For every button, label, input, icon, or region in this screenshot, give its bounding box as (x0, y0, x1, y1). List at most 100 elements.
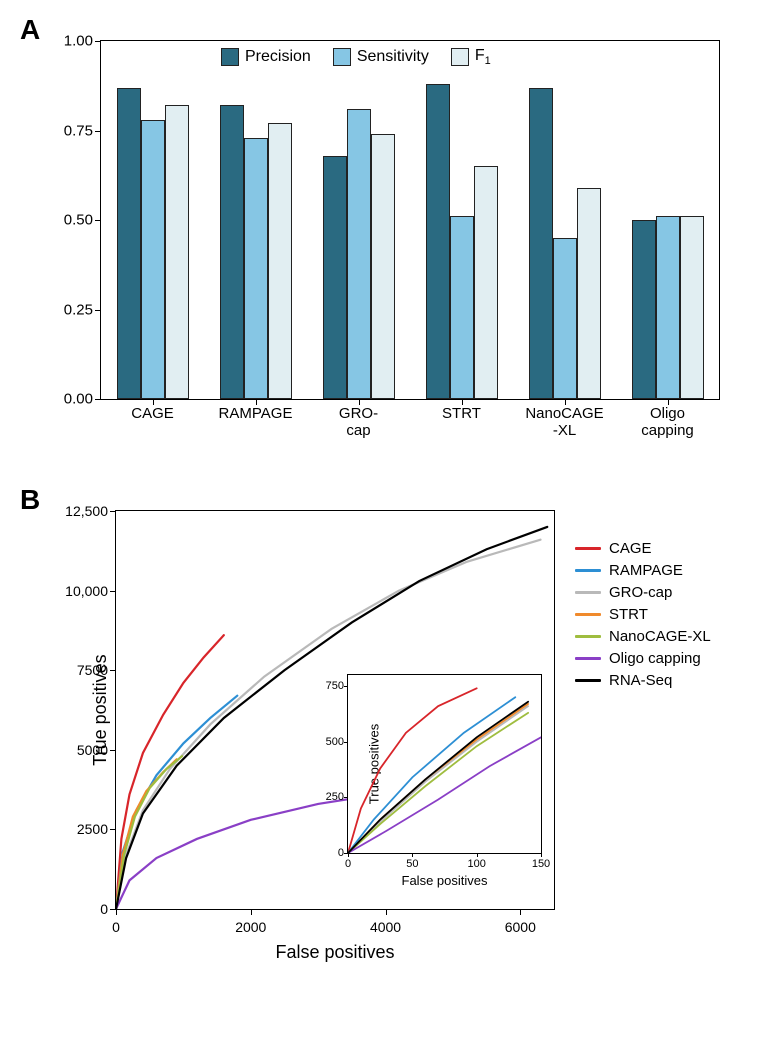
bar (117, 88, 141, 399)
series-line (348, 713, 528, 853)
legend-line (575, 635, 601, 638)
panel-a-chart: Precision Sensitivity F1 CAGERAMPAGEGRO-ca… (100, 40, 720, 400)
panel-b-label: B (20, 484, 40, 516)
panel-b-ytick: 12,500 (65, 503, 116, 519)
legend-swatch (221, 48, 239, 66)
figure: A PrecisionSensitivityF1 CAGERAMPAGEGRO-… (20, 20, 747, 990)
panel-a: A PrecisionSensitivityF1 CAGERAMPAGEGRO-… (20, 20, 747, 460)
panel-a-xtick (153, 399, 154, 405)
legend-label: Sensitivity (357, 48, 429, 66)
panel-a-ytickmark (95, 399, 101, 400)
inset-xtickmark (412, 853, 413, 857)
bar-group: Oligo capping (616, 41, 719, 399)
panel-a-xtick (462, 399, 463, 405)
legend-item: RNA-Seq (575, 672, 711, 689)
legend-line (575, 569, 601, 572)
panel-a-xtick (565, 399, 566, 405)
legend-item: Precision (221, 48, 311, 66)
panel-a-ytickmark (95, 220, 101, 221)
panel-b-legend: CAGE RAMPAGE GRO-cap STRT NanoCAGE-XL Oligo c… (575, 540, 711, 694)
legend-item: GRO-cap (575, 584, 711, 601)
panel-b-xtickmark (520, 909, 521, 915)
panel-b-ytickmark (110, 591, 116, 592)
legend-item: STRT (575, 606, 711, 623)
inset-xtickmark (348, 853, 349, 857)
bar-group: RAMPAGE (204, 41, 307, 399)
bar (165, 105, 189, 399)
panel-a-legend: Precision Sensitivity F1 (221, 47, 491, 67)
bar (450, 216, 474, 399)
legend-item: Sensitivity (333, 48, 429, 66)
bar (220, 105, 244, 399)
series-line (116, 635, 224, 909)
bar (656, 216, 680, 399)
inset-ytickmark (344, 686, 348, 687)
legend-line (575, 591, 601, 594)
panel-b-xtickmark (251, 909, 252, 915)
panel-b-xtickmark (116, 909, 117, 915)
legend-item: NanoCAGE-XL (575, 628, 711, 645)
bar-group: STRT (410, 41, 513, 399)
bar-group: NanoCAGE -XL (513, 41, 616, 399)
bar (553, 238, 577, 399)
legend-label: CAGE (609, 540, 652, 557)
inset-ytickmark (344, 797, 348, 798)
bar (426, 84, 450, 399)
legend-swatch (333, 48, 351, 66)
legend-label: Oligo capping (609, 650, 701, 667)
inset-svg (348, 675, 541, 853)
bar (474, 166, 498, 399)
legend-label: Precision (245, 48, 311, 66)
legend-line (575, 657, 601, 660)
legend-item: RAMPAGE (575, 562, 711, 579)
panel-a-xtick (256, 399, 257, 405)
legend-item: Oligo capping (575, 650, 711, 667)
panel-b-ytickmark (110, 829, 116, 830)
bar (268, 123, 292, 399)
panel-a-xtick (668, 399, 669, 405)
bar (577, 188, 601, 399)
bar (632, 220, 656, 399)
bar (244, 138, 268, 399)
bar (347, 109, 371, 399)
inset-xtickmark (477, 853, 478, 857)
panel-a-label: A (20, 14, 40, 46)
panel-a-ytickmark (95, 131, 101, 132)
panel-b-chart: True positives False positives 025050075… (115, 510, 555, 910)
panel-a-ytickmark (95, 310, 101, 311)
bar (141, 120, 165, 399)
inset-xtickmark (541, 853, 542, 857)
bar (529, 88, 553, 399)
panel-b-ytickmark (110, 511, 116, 512)
bar-group: CAGE (101, 41, 204, 399)
panel-b-xlabel: False positives (275, 910, 394, 963)
panel-a-xcat: NanoCAGE -XL (525, 399, 603, 440)
series-line (116, 759, 177, 909)
panel-a-ytickmark (95, 41, 101, 42)
legend-label: F1 (475, 47, 491, 67)
legend-label: GRO-cap (609, 584, 672, 601)
legend-label: RNA-Seq (609, 672, 672, 689)
panel-a-xcat: GRO-cap (333, 399, 385, 440)
panel-a-xtick (359, 399, 360, 405)
legend-line (575, 613, 601, 616)
legend-swatch (451, 48, 469, 66)
bar (323, 156, 347, 399)
legend-label: RAMPAGE (609, 562, 683, 579)
series-line (348, 737, 541, 853)
legend-line (575, 679, 601, 682)
panel-b-chart-wrap: True positives True positives False posi… (115, 510, 555, 910)
panel-b-inset: True positives False positives 025050075… (347, 674, 542, 854)
legend-label: NanoCAGE-XL (609, 628, 711, 645)
bar (371, 134, 395, 399)
legend-item: F1 (451, 47, 491, 67)
panel-b-ytick: 10,000 (65, 583, 116, 599)
panel-b-ytickmark (110, 670, 116, 671)
legend-label: STRT (609, 606, 648, 623)
panel-a-bars: CAGERAMPAGEGRO-capSTRTNanoCAGE -XLOligo … (101, 41, 719, 399)
inset-ytickmark (344, 742, 348, 743)
bar-group: GRO-cap (307, 41, 410, 399)
panel-a-xcat: Oligo capping (641, 399, 694, 440)
panel-b: B True positives True positives False po… (20, 490, 747, 990)
legend-item: CAGE (575, 540, 711, 557)
